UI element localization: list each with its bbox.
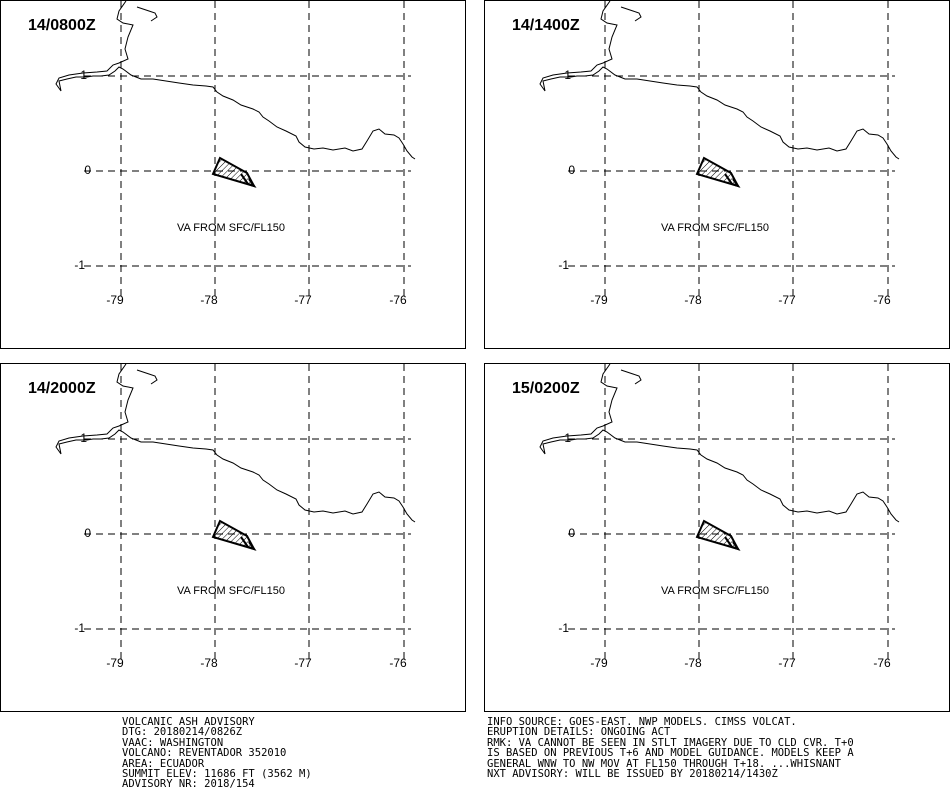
volcanic-ash-area	[695, 519, 741, 551]
lon-label-76: -76	[389, 293, 407, 307]
ash-cloud-polygon	[211, 156, 257, 188]
advisory-line: ADVISORY NR: 2018/154	[122, 778, 255, 791]
forecast-valid-time: 14/0800Z	[28, 17, 96, 34]
volcanic-ash-area	[211, 156, 257, 188]
ash-altitude-label: VA FROM SFC/FL150	[177, 585, 285, 597]
ash-altitude-label: VA FROM SFC/FL150	[661, 585, 769, 597]
forecast-map-panel-4: 15/0200Z 1 0 -1 -79 -78 -77 -76 VA FROM …	[484, 363, 950, 712]
coastline-border-spur	[620, 6, 642, 22]
lat-label-1: 1	[564, 68, 571, 82]
coastline-border-spur	[620, 369, 642, 385]
forecast-valid-time: 15/0200Z	[512, 380, 580, 397]
lon-label-79: -79	[106, 293, 124, 307]
lon-label-76: -76	[873, 656, 891, 670]
ash-cloud-polygon	[695, 156, 741, 188]
advisory-line: SUMMIT ELEV: 11686 FT (3562 M)	[122, 767, 312, 780]
map-canvas	[55, 364, 416, 662]
lat-label-minus1: -1	[558, 258, 569, 272]
advisory-line: RMK: VA CANNOT BE SEEN IN STLT IMAGERY D…	[487, 736, 854, 749]
lat-label-minus1: -1	[74, 258, 85, 272]
lat-label-1: 1	[564, 431, 571, 445]
lat-label-0: 0	[84, 526, 91, 540]
ash-altitude-label: VA FROM SFC/FL150	[661, 222, 769, 234]
coastline-border-spur	[136, 369, 158, 385]
advisory-line: ERUPTION DETAILS: ONGOING ACT	[487, 726, 671, 739]
lat-label-1: 1	[80, 68, 87, 82]
advisory-line: VOLCANIC ASH ADVISORY	[122, 716, 255, 728]
lon-label-77: -77	[778, 656, 796, 670]
lat-label-0: 0	[84, 163, 91, 177]
forecast-map-panel-1: 14/0800Z 1 0 -1 -79 -78 -77 -76 VA FROM …	[0, 0, 466, 349]
lat-lon-grid	[84, 1, 411, 299]
lat-label-0: 0	[568, 163, 575, 177]
ash-cloud-polygon	[695, 519, 741, 551]
advisory-line: GENERAL WNW TO NW MOV AT FL150 THROUGH T…	[487, 757, 842, 770]
ash-cloud-polygon	[211, 519, 257, 551]
advisory-line: NXT ADVISORY: WILL BE ISSUED BY 20180214…	[487, 767, 778, 780]
ash-cloud-arrowhead	[240, 173, 257, 188]
forecast-map-panel-3: 14/2000Z 1 0 -1 -79 -78 -77 -76 VA FROM …	[0, 363, 466, 712]
lat-lon-grid	[568, 1, 895, 299]
advisory-line: VAAC: WASHINGTON	[122, 736, 224, 749]
lat-label-minus1: -1	[74, 621, 85, 635]
advisory-line: INFO SOURCE: GOES-EAST. NWP MODELS. CIMS…	[487, 716, 797, 728]
lon-label-76: -76	[389, 656, 407, 670]
lon-label-79: -79	[590, 656, 608, 670]
lon-label-77: -77	[294, 656, 312, 670]
coastline-border	[55, 1, 416, 160]
coastline-border	[55, 364, 416, 523]
lon-label-78: -78	[200, 293, 218, 307]
forecast-valid-time: 14/1400Z	[512, 17, 580, 34]
advisory-line: IS BASED ON PREVIOUS T+6 AND MODEL GUIDA…	[487, 747, 854, 760]
lon-label-78: -78	[684, 656, 702, 670]
coastline-border-spur	[136, 6, 158, 22]
volcanic-ash-area	[211, 519, 257, 551]
advisory-line: DTG: 20180214/0826Z	[122, 726, 243, 739]
ash-altitude-label: VA FROM SFC/FL150	[177, 222, 285, 234]
ash-cloud-arrowhead	[724, 536, 741, 551]
lon-label-78: -78	[200, 656, 218, 670]
advisory-line: VOLCANO: REVENTADOR 352010	[122, 747, 287, 760]
forecast-valid-time: 14/2000Z	[28, 380, 96, 397]
lat-lon-grid	[568, 364, 895, 662]
advisory-line: AREA: ECUADOR	[122, 757, 205, 770]
map-canvas	[55, 1, 416, 299]
lat-label-minus1: -1	[558, 621, 569, 635]
lon-label-78: -78	[684, 293, 702, 307]
advisory-remarks-block: INFO SOURCE: GOES-EAST. NWP MODELS. CIMS…	[487, 716, 854, 780]
ash-cloud-arrowhead	[724, 173, 741, 188]
lon-label-77: -77	[294, 293, 312, 307]
map-canvas	[539, 1, 900, 299]
forecast-map-panel-2: 14/1400Z 1 0 -1 -79 -78 -77 -76 VA FROM …	[484, 0, 950, 349]
lat-label-1: 1	[80, 431, 87, 445]
lon-label-79: -79	[590, 293, 608, 307]
lat-label-0: 0	[568, 526, 575, 540]
advisory-header-block: VOLCANIC ASH ADVISORY DTG: 20180214/0826Z…	[122, 717, 312, 790]
lon-label-76: -76	[873, 293, 891, 307]
volcanic-ash-area	[695, 156, 741, 188]
lat-lon-grid	[84, 364, 411, 662]
lon-label-79: -79	[106, 656, 124, 670]
lon-label-77: -77	[778, 293, 796, 307]
ash-cloud-arrowhead	[240, 536, 257, 551]
map-canvas	[539, 364, 900, 662]
coastline-border	[539, 364, 900, 523]
coastline-border	[539, 1, 900, 160]
